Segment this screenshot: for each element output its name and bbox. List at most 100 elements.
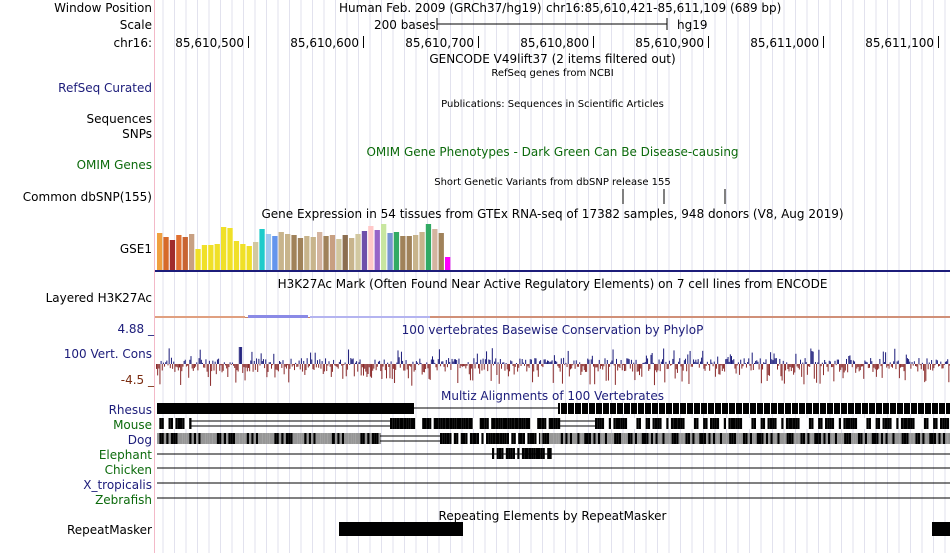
dog-base xyxy=(897,433,900,444)
species-label-mouse[interactable]: Mouse xyxy=(113,418,152,432)
cons-wiggle-bar xyxy=(182,364,184,367)
cons-wiggle-bar xyxy=(679,358,681,364)
gtex-gene-label[interactable]: GSE1 xyxy=(119,242,152,256)
layered-h3k27ac-label[interactable]: Layered H3K27Ac xyxy=(45,291,152,305)
cons-wiggle-bar xyxy=(670,364,672,366)
dog-base xyxy=(630,433,633,444)
omim-track-title[interactable]: OMIM Gene Phenotypes - Dark Green Can Be… xyxy=(366,145,739,159)
snps-label[interactable]: SNPs xyxy=(122,127,152,141)
gtex-track-title[interactable]: Gene Expression in 54 tissues from GTEx … xyxy=(261,207,844,221)
species-label-zebrafish[interactable]: Zebrafish xyxy=(95,493,152,507)
cons-wiggle-bar xyxy=(478,364,479,369)
cons-wiggle-bar xyxy=(940,361,942,364)
cons-wiggle-bar xyxy=(794,364,796,373)
dog-base xyxy=(618,433,621,444)
cons-wiggle-bar xyxy=(202,362,203,364)
mouse-base xyxy=(859,418,862,429)
mouse-base xyxy=(693,418,697,429)
cons-wiggle-bar xyxy=(165,362,167,364)
omim-genes-label[interactable]: OMIM Genes xyxy=(76,158,152,172)
cons-wiggle-bar xyxy=(450,364,452,370)
gtex-tissue-bar xyxy=(445,257,451,270)
publications-track-title[interactable]: Publications: Sequences in Scientific Ar… xyxy=(441,99,664,110)
cons-wiggle-bar xyxy=(489,359,491,364)
dog-base xyxy=(572,433,575,444)
dbsnp-track-title[interactable]: Short Genetic Variants from dbSNP releas… xyxy=(434,177,671,188)
cons-wiggle-bar xyxy=(829,361,831,364)
mouse-base xyxy=(829,418,832,429)
dog-base xyxy=(779,433,782,444)
dog-base xyxy=(274,433,277,444)
mouse-base xyxy=(774,418,777,429)
cons-wiggle-bar xyxy=(795,353,797,364)
multiz-alignments[interactable] xyxy=(0,0,950,510)
cons-wiggle-bar xyxy=(697,359,699,364)
cons-wiggle-bar xyxy=(253,360,255,364)
species-label-chicken[interactable]: Chicken xyxy=(104,463,152,477)
mouse-base xyxy=(850,418,853,429)
cons-wiggle-bar xyxy=(552,364,554,383)
h3k27ac-track-title[interactable]: H3K27Ac Mark (Often Found Near Active Re… xyxy=(277,277,828,291)
mouse-base xyxy=(843,418,846,429)
cons-wiggle-bar xyxy=(916,364,918,367)
rhesus-mismatch xyxy=(735,403,736,414)
multiz-track-title[interactable]: Multiz Alignments of 100 Vertebrates xyxy=(440,389,665,403)
dog-base xyxy=(166,433,169,444)
species-label-elephant[interactable]: Elephant xyxy=(98,448,152,462)
h3k27ac-signal[interactable] xyxy=(0,0,950,325)
cons-wiggle-bar xyxy=(571,364,573,369)
cons-wiggle-bar xyxy=(742,364,744,367)
cons-wiggle-bar xyxy=(652,362,654,364)
mouse-base xyxy=(641,418,644,429)
mouse-base xyxy=(811,418,814,429)
mouse-base xyxy=(461,418,464,429)
mouse-base xyxy=(551,418,554,429)
ruler-tick-mark xyxy=(363,36,364,48)
repeatmasker-label[interactable]: RepeatMasker xyxy=(66,523,152,537)
cons-wiggle-bar xyxy=(817,362,819,364)
cons-wiggle-bar xyxy=(348,349,350,364)
gencode-track-title[interactable]: GENCODE V49lift37 (2 items filtered out) xyxy=(429,52,676,66)
gtex-tissue-bar xyxy=(342,235,348,270)
mouse-base xyxy=(507,418,510,429)
species-label-dog[interactable]: Dog xyxy=(127,433,152,447)
ruler-tick-mark xyxy=(938,36,939,48)
cons-wiggle-bar xyxy=(235,364,237,383)
cons-wiggle-bar xyxy=(641,364,643,377)
conservation-wiggle[interactable] xyxy=(0,0,950,390)
dog-base xyxy=(311,433,314,444)
common-dbsnp-label[interactable]: Common dbSNP(155) xyxy=(22,190,152,204)
mouse-base xyxy=(854,418,858,429)
cons-track-label[interactable]: 100 Vert. Cons xyxy=(63,347,152,361)
dog-base xyxy=(481,433,484,444)
dbsnp-features[interactable] xyxy=(0,0,950,210)
mouse-base xyxy=(419,418,423,429)
gtex-expression-bars[interactable] xyxy=(0,0,950,275)
cons-wiggle-bar xyxy=(335,364,337,367)
dog-base xyxy=(304,433,307,444)
dog-base xyxy=(637,433,640,444)
mouse-base xyxy=(848,418,851,429)
dog-base xyxy=(915,433,918,444)
species-label-rhesus[interactable]: Rhesus xyxy=(108,403,152,417)
refseq-curated-label[interactable]: RefSeq Curated xyxy=(58,81,152,95)
dog-base xyxy=(226,433,229,444)
refseq-track-title[interactable]: RefSeq genes from NCBI xyxy=(491,68,614,79)
dog-base xyxy=(837,433,840,444)
dog-base xyxy=(738,433,741,444)
species-label-x_tropicalis[interactable]: X_tropicalis xyxy=(83,478,152,492)
mouse-base xyxy=(500,418,503,429)
cons-wiggle-bar xyxy=(490,364,492,381)
repeatmasker-track-title[interactable]: Repeating Elements by RepeatMasker xyxy=(438,509,667,523)
gtex-tissue-bar xyxy=(265,234,272,270)
dog-base xyxy=(903,433,907,444)
cons-track-title[interactable]: 100 vertebrates Basewise Conservation by… xyxy=(401,323,704,337)
sequences-label[interactable]: Sequences xyxy=(86,112,152,126)
cons-wiggle-bar xyxy=(849,355,851,364)
mouse-base xyxy=(802,418,805,429)
cons-wiggle-bar xyxy=(180,364,182,385)
cons-wiggle-bar xyxy=(696,362,698,364)
mouse-base xyxy=(776,418,779,429)
cons-wiggle-bar xyxy=(162,362,164,364)
